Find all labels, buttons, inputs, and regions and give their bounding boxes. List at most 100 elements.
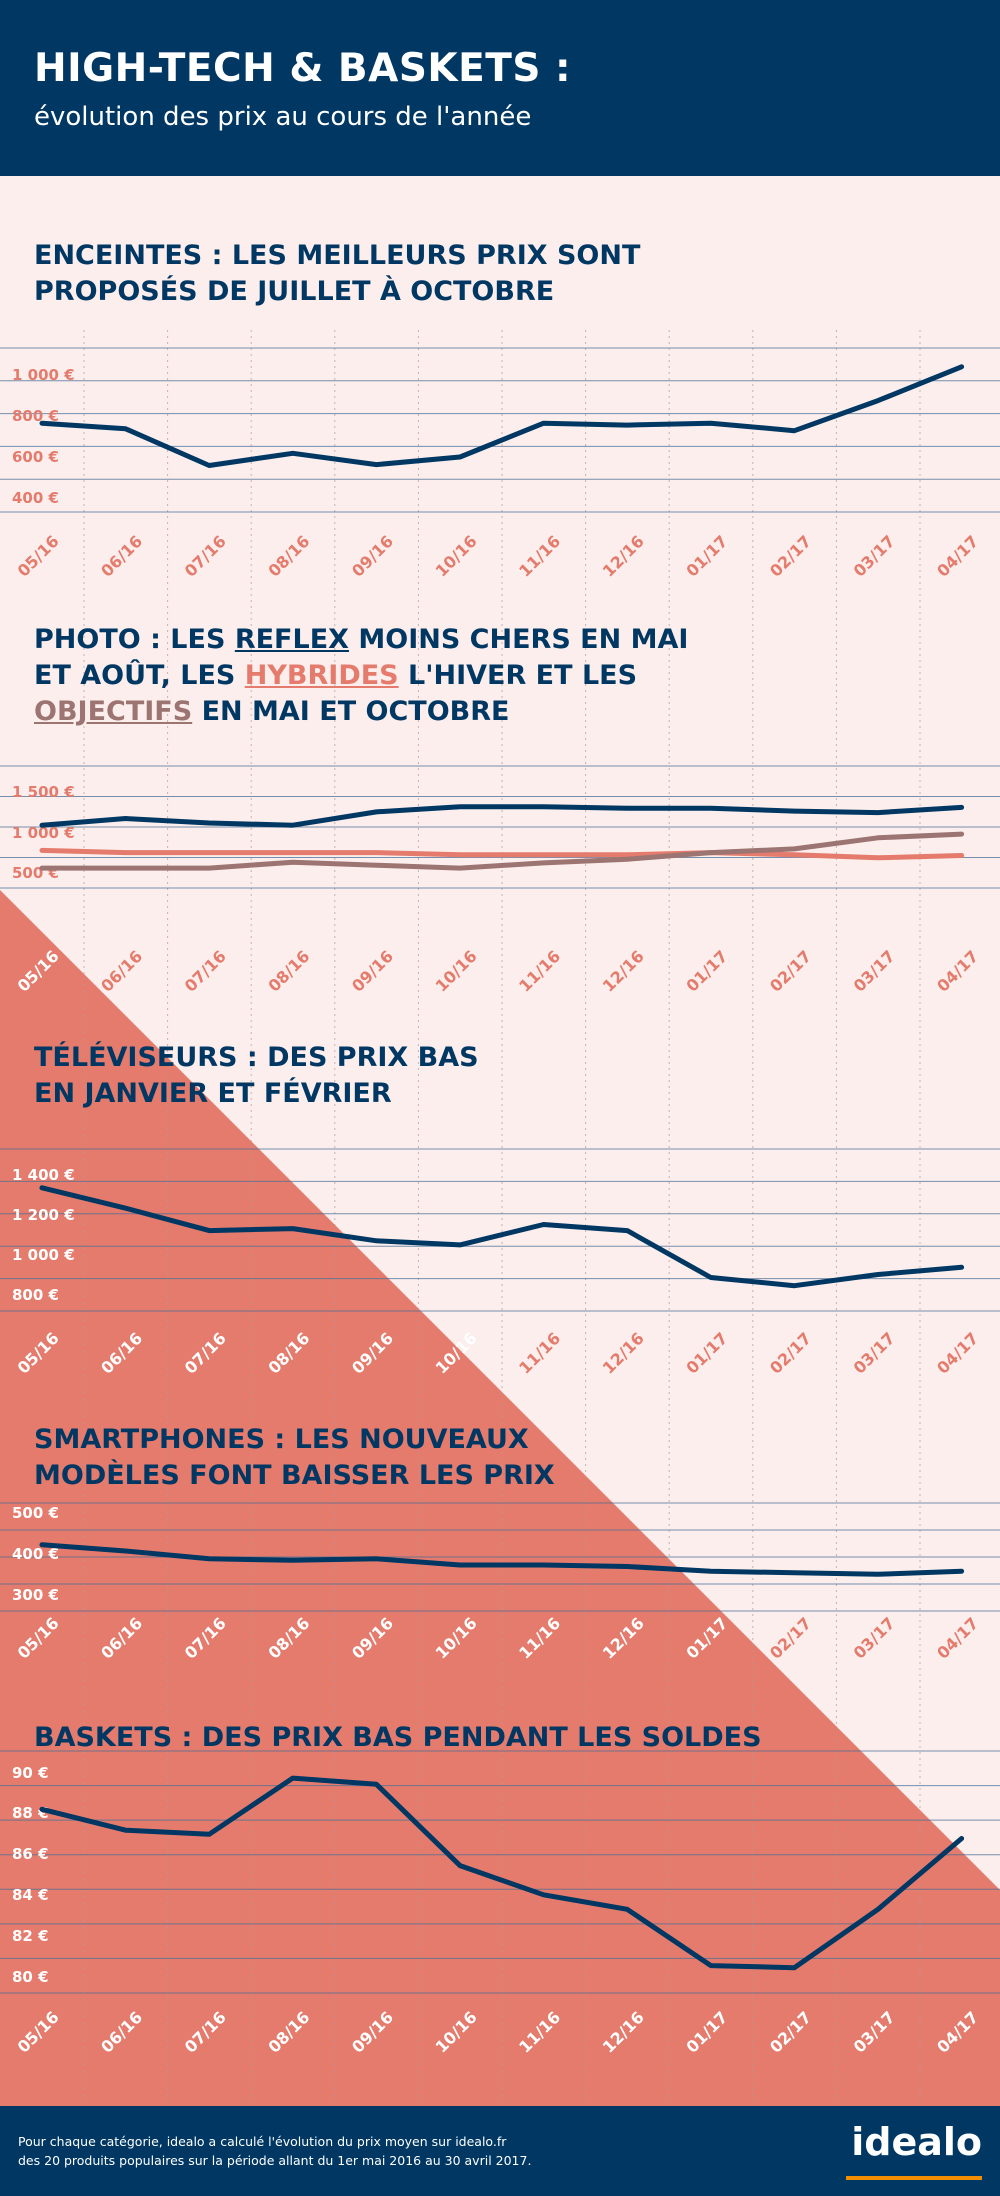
idealo-logo: idealo: [851, 2120, 982, 2164]
x-tick-label: 12/16: [599, 1329, 648, 1378]
y-tick-label: 1 000 €: [12, 824, 75, 842]
text: EN MAI ET OCTOBRE: [192, 696, 510, 727]
x-tick-label: 03/17: [850, 532, 899, 581]
y-tick-label: 1 400 €: [12, 1166, 75, 1184]
section-title-baskets: BASKETS : DES PRIX BAS PENDANT LES SOLDE…: [34, 1720, 762, 1756]
title-line: BASKETS : DES PRIX BAS PENDANT LES SOLDE…: [34, 1722, 762, 1753]
idealo-logo-underline: [846, 2176, 982, 2180]
x-tick-label: 08/16: [264, 947, 313, 996]
title-line: OBJECTIFS EN MAI ET OCTOBRE: [34, 694, 688, 730]
hybrides-label: HYBRIDES: [244, 660, 399, 691]
x-tick-label: 12/16: [599, 1614, 648, 1663]
footer: Pour chaque catégorie, idealo a calculé …: [0, 2106, 1000, 2196]
note-line: des 20 produits populaires sur la périod…: [18, 2153, 532, 2168]
title-line: PHOTO : LES REFLEX MOINS CHERS EN MAI: [34, 622, 688, 658]
x-tick-label: 10/16: [432, 1614, 481, 1663]
x-tick-label: 10/16: [432, 532, 481, 581]
page-subtitle: évolution des prix au cours de l'année: [34, 102, 532, 132]
x-tick-label: 07/16: [181, 1329, 230, 1378]
x-tick-label: 04/17: [933, 947, 982, 996]
x-tick-label: 04/17: [933, 2008, 982, 2057]
x-tick-label: 02/17: [766, 2008, 815, 2057]
x-tick-label: 11/16: [515, 1329, 564, 1378]
x-tick-label: 06/16: [97, 947, 146, 996]
title-line: TÉLÉVISEURS : DES PRIX BAS: [34, 1042, 479, 1073]
x-tick-label: 01/17: [682, 1329, 731, 1378]
y-tick-label: 84 €: [12, 1886, 49, 1904]
x-tick-label: 04/17: [933, 532, 982, 581]
x-tick-label: 09/16: [348, 1614, 397, 1663]
x-tick-label: 09/16: [348, 1329, 397, 1378]
x-tick-label: 06/16: [97, 532, 146, 581]
x-tick-label: 02/17: [766, 947, 815, 996]
x-tick-label: 09/16: [348, 532, 397, 581]
x-tick-label: 08/16: [264, 1329, 313, 1378]
x-tick-label: 01/17: [682, 1614, 731, 1663]
y-tick-label: 86 €: [12, 1845, 49, 1863]
reflex-label: REFLEX: [234, 624, 349, 655]
y-tick-label: 88 €: [12, 1804, 49, 1822]
y-tick-label: 80 €: [12, 1968, 49, 1986]
section-title-smartphones: SMARTPHONES : LES NOUVEAUX MODÈLES FONT …: [34, 1422, 555, 1494]
x-tick-label: 08/16: [264, 1614, 313, 1663]
x-tick-label: 05/16: [14, 2008, 63, 2057]
x-tick-label: 10/16: [432, 947, 481, 996]
text: PHOTO : LES: [34, 624, 235, 655]
title-line: ENCEINTES : LES MEILLEURS PRIX SONT: [34, 240, 641, 271]
x-tick-label: 01/17: [682, 2008, 731, 2057]
y-tick-label: 800 €: [12, 407, 59, 425]
text: L'HIVER ET LES: [398, 660, 638, 691]
x-tick-label: 08/16: [264, 2008, 313, 2057]
series-line: [39, 804, 965, 828]
x-tick-label: 06/16: [97, 1614, 146, 1663]
y-tick-label: 1 000 €: [12, 366, 75, 384]
x-tick-label: 01/17: [682, 532, 731, 581]
x-tick-label: 02/17: [766, 1329, 815, 1378]
title-line: MODÈLES FONT BAISSER LES PRIX: [34, 1460, 555, 1491]
header: HIGH-TECH & BASKETS : évolution des prix…: [0, 0, 1000, 176]
objectifs-label: OBJECTIFS: [34, 696, 193, 727]
x-tick-label: 04/17: [933, 1614, 982, 1663]
title-line: EN JANVIER ET FÉVRIER: [34, 1078, 392, 1109]
x-tick-label: 03/17: [850, 947, 899, 996]
x-tick-label: 07/16: [181, 1614, 230, 1663]
page-title: HIGH-TECH & BASKETS :: [34, 46, 572, 91]
x-tick-label: 05/16: [14, 532, 63, 581]
series-line: [39, 831, 965, 871]
y-tick-label: 300 €: [12, 1586, 59, 1604]
x-tick-label: 09/16: [348, 947, 397, 996]
x-tick-label: 06/16: [97, 2008, 146, 2057]
text: ET AOÛT, LES: [34, 660, 245, 691]
x-tick-label: 11/16: [515, 532, 564, 581]
x-tick-label: 05/16: [14, 1614, 63, 1663]
series-line: [39, 364, 965, 468]
y-tick-label: 1 500 €: [12, 783, 75, 801]
section-title-enceintes: ENCEINTES : LES MEILLEURS PRIX SONT PROP…: [34, 238, 640, 310]
y-tick-label: 82 €: [12, 1927, 49, 1945]
y-tick-label: 600 €: [12, 448, 59, 466]
x-tick-label: 02/17: [766, 1614, 815, 1663]
x-tick-label: 05/16: [14, 1329, 63, 1378]
y-tick-label: 800 €: [12, 1286, 59, 1304]
y-tick-label: 90 €: [12, 1764, 49, 1782]
x-tick-label: 09/16: [348, 2008, 397, 2057]
x-tick-label: 01/17: [682, 947, 731, 996]
x-tick-label: 02/17: [766, 532, 815, 581]
x-tick-label: 11/16: [515, 1614, 564, 1663]
title-line: PROPOSÉS DE JUILLET À OCTOBRE: [34, 276, 555, 307]
x-tick-label: 07/16: [181, 532, 230, 581]
x-tick-label: 03/17: [850, 2008, 899, 2057]
section-title-photo: PHOTO : LES REFLEX MOINS CHERS EN MAI ET…: [34, 622, 688, 730]
x-tick-label: 10/16: [432, 1329, 481, 1378]
y-tick-label: 1 000 €: [12, 1246, 75, 1264]
text: MOINS CHERS EN MAI: [348, 624, 689, 655]
x-tick-label: 12/16: [599, 532, 648, 581]
x-tick-label: 07/16: [181, 2008, 230, 2057]
x-tick-label: 04/17: [933, 1329, 982, 1378]
x-tick-label: 08/16: [264, 532, 313, 581]
x-tick-label: 12/16: [599, 947, 648, 996]
note-line: Pour chaque catégorie, idealo a calculé …: [18, 2134, 507, 2149]
x-tick-label: 11/16: [515, 947, 564, 996]
